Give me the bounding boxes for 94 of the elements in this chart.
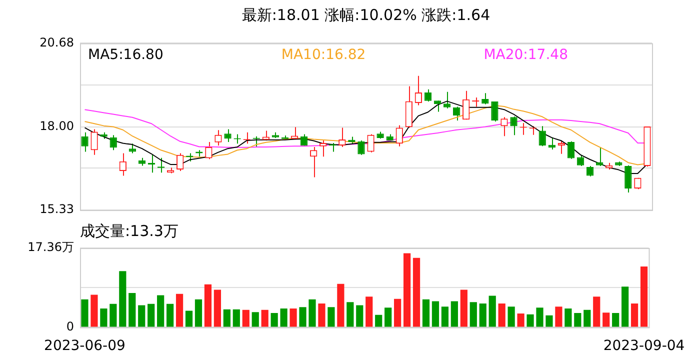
bar: [640, 266, 648, 327]
bar: [318, 303, 326, 327]
bar: [602, 312, 610, 327]
bar: [290, 308, 297, 327]
bar: [328, 307, 335, 327]
bar: [536, 308, 544, 327]
bar: [403, 253, 411, 327]
y-tick-label: 15.33: [40, 202, 74, 216]
bar: [81, 299, 88, 327]
bar: [194, 299, 202, 327]
bar: [394, 298, 402, 327]
candlestick: [624, 164, 632, 194]
chart-title: 成交量:13.3万: [80, 222, 180, 241]
bar: [270, 313, 278, 327]
bar: [223, 309, 230, 327]
bar: [508, 306, 515, 327]
bar: [138, 305, 146, 327]
bar: [128, 292, 136, 327]
candlestick: [148, 154, 156, 174]
candlestick: [310, 146, 318, 178]
bar: [166, 304, 174, 327]
bar: [185, 310, 193, 327]
bar: [100, 308, 108, 327]
bar: [346, 302, 354, 327]
bar: [498, 303, 506, 327]
candlestick: [482, 92, 489, 105]
bar: [148, 304, 155, 327]
bar: [375, 314, 382, 327]
bar: [546, 315, 553, 327]
candlestick: [472, 96, 480, 108]
candlestick: [358, 140, 365, 156]
candlestick: [491, 101, 498, 122]
candlestick: [538, 126, 546, 147]
bar: [384, 308, 392, 327]
text: MA10:16.82: [281, 47, 366, 63]
bar: [412, 258, 420, 327]
bar: [157, 295, 164, 327]
candlestick: [405, 86, 412, 128]
candlestick: [367, 134, 374, 153]
bar: [432, 301, 440, 327]
bar: [526, 314, 534, 327]
candlestick: [176, 152, 184, 172]
bar: [593, 296, 600, 327]
y-tick-label: 20.68: [40, 35, 74, 50]
bar: [488, 296, 496, 327]
bar: [299, 307, 306, 327]
bar: [555, 306, 562, 327]
bar: [337, 284, 344, 327]
chart-title: 最新:18.01 涨幅:10.02% 涨跌:1.64: [240, 6, 492, 25]
bar: [356, 305, 364, 327]
bar: [176, 294, 184, 327]
candlestick: [224, 128, 232, 143]
x-tick-label: 2023-09-04: [603, 338, 685, 354]
candlestick: [567, 140, 575, 160]
candlestick: [462, 90, 470, 120]
text: MA20:17.48: [484, 47, 568, 63]
bar: [119, 271, 126, 327]
candlestick: [90, 128, 98, 156]
bar: [214, 290, 222, 327]
x-tick-label: 2023-06-09: [44, 338, 126, 354]
candlestick: [510, 116, 518, 136]
candlestick: [500, 116, 508, 137]
bar: [460, 290, 468, 327]
candlestick: [443, 91, 451, 109]
candlestick: [320, 140, 327, 158]
bar: [441, 306, 449, 327]
bar: [261, 310, 268, 327]
y-tick-label: 0: [66, 319, 74, 334]
bar: [308, 299, 316, 327]
candlestick: [396, 124, 403, 147]
bar: [242, 310, 250, 327]
bar: [280, 308, 288, 327]
text: MA5:16.80: [88, 47, 164, 63]
bar: [517, 314, 524, 327]
bar: [232, 309, 240, 327]
bar: [564, 308, 572, 327]
bar: [479, 303, 486, 327]
bar: [574, 313, 582, 327]
bar: [90, 294, 98, 327]
candlestick: [338, 127, 346, 148]
bar: [470, 302, 477, 327]
bar: [252, 312, 259, 327]
candlestick: [558, 140, 566, 154]
bar: [204, 284, 212, 327]
bar: [450, 301, 458, 327]
bar: [630, 303, 638, 327]
bar: [612, 313, 620, 327]
bar: [110, 304, 117, 327]
y-tick-label: 17.36万: [28, 240, 74, 254]
bar: [366, 296, 373, 327]
bar: [422, 299, 430, 327]
bar: [622, 286, 629, 327]
bar: [584, 310, 591, 327]
y-tick-label: 18.00: [40, 118, 74, 133]
